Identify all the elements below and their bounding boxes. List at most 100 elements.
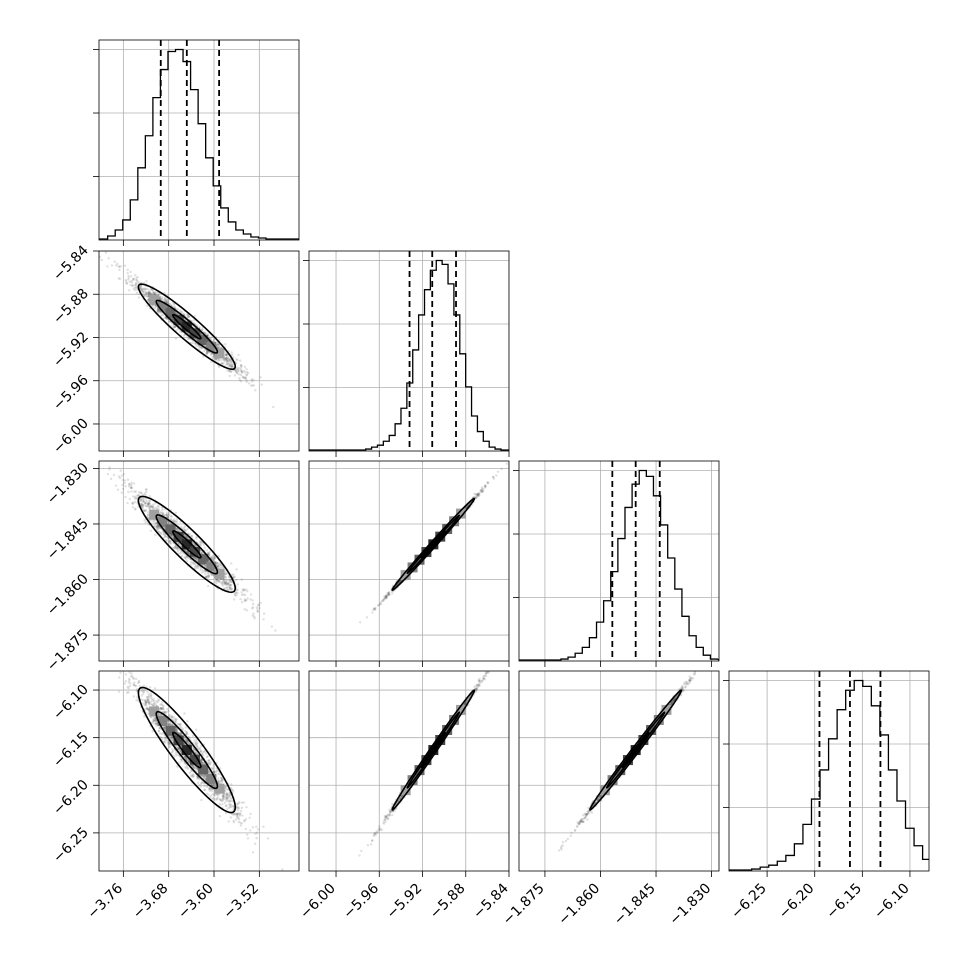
data-point xyxy=(139,281,143,284)
data-point xyxy=(158,531,162,535)
data-point xyxy=(168,513,171,517)
data-point xyxy=(257,603,261,607)
data-point xyxy=(135,494,139,498)
data-point xyxy=(174,547,177,550)
data-point xyxy=(127,485,131,488)
data-point xyxy=(166,521,170,524)
data-point xyxy=(223,572,227,575)
data-point xyxy=(228,579,231,582)
data-point xyxy=(224,576,228,579)
density-cell xyxy=(214,348,225,359)
data-point xyxy=(163,534,167,538)
data-point xyxy=(151,505,154,509)
data-point xyxy=(480,490,484,493)
data-point xyxy=(198,325,201,329)
data-point xyxy=(175,527,179,530)
data-point xyxy=(121,483,124,487)
data-point xyxy=(241,370,244,374)
data-point xyxy=(232,573,235,576)
data-point xyxy=(159,296,162,299)
data-point xyxy=(160,313,164,316)
data-point xyxy=(129,486,133,490)
data-point xyxy=(184,557,188,561)
data-point xyxy=(119,469,122,472)
data-point xyxy=(227,360,230,363)
data-point xyxy=(239,369,243,373)
data-point xyxy=(169,518,172,521)
data-point xyxy=(195,557,199,560)
data-point xyxy=(139,289,143,292)
data-point xyxy=(134,490,138,493)
data-point xyxy=(175,528,179,531)
data-point xyxy=(141,506,144,509)
data-point xyxy=(114,484,118,487)
data-point xyxy=(216,346,220,349)
data-point xyxy=(480,489,483,493)
data-point xyxy=(127,289,131,292)
data-point xyxy=(477,493,480,497)
data-point xyxy=(481,490,484,494)
data-point xyxy=(144,493,147,497)
data-point xyxy=(224,573,227,576)
data-point xyxy=(196,564,200,567)
data-point xyxy=(228,359,231,362)
data-point xyxy=(167,537,170,540)
data-point xyxy=(170,534,173,537)
data-point xyxy=(140,504,143,507)
data-point xyxy=(145,294,148,298)
data-point xyxy=(154,305,158,308)
data-point xyxy=(251,380,254,383)
data-point xyxy=(228,580,231,583)
data-point xyxy=(146,287,150,291)
data-point xyxy=(194,557,198,561)
data-point xyxy=(246,597,249,600)
data-point xyxy=(371,611,374,614)
data-point xyxy=(152,290,155,293)
data-point xyxy=(190,534,193,538)
data-point xyxy=(162,513,165,516)
data-point xyxy=(495,474,498,477)
data-point xyxy=(168,512,171,515)
data-point xyxy=(252,378,255,381)
data-point xyxy=(164,513,168,517)
data-point xyxy=(147,503,150,506)
data-point xyxy=(131,501,135,504)
data-point xyxy=(173,325,176,329)
data-point xyxy=(244,599,247,602)
data-point xyxy=(192,541,195,545)
data-point xyxy=(135,291,138,294)
data-point xyxy=(161,511,164,514)
data-point xyxy=(149,505,152,508)
data-point xyxy=(155,506,158,509)
data-point xyxy=(165,513,168,516)
data-point xyxy=(144,521,147,524)
data-point xyxy=(182,526,186,530)
data-point xyxy=(225,353,228,356)
data-point xyxy=(373,607,376,610)
data-point xyxy=(128,497,132,501)
data-point xyxy=(216,342,220,345)
data-point xyxy=(211,357,214,360)
data-point xyxy=(215,344,219,347)
data-point xyxy=(158,310,162,314)
data-point xyxy=(136,280,140,284)
data-point xyxy=(130,502,134,505)
data-point xyxy=(217,579,220,583)
data-point xyxy=(171,519,175,523)
data-point xyxy=(123,481,126,485)
data-point xyxy=(246,590,249,593)
density-cell xyxy=(214,568,225,579)
data-point xyxy=(168,522,171,526)
data-point xyxy=(140,505,143,508)
data-point xyxy=(227,581,231,585)
data-point xyxy=(141,289,145,292)
data-point xyxy=(149,292,152,295)
data-point xyxy=(206,576,210,580)
data-point xyxy=(222,358,226,361)
data-point xyxy=(143,518,146,522)
data-point xyxy=(379,601,382,604)
data-point xyxy=(225,583,228,587)
data-point xyxy=(249,384,253,387)
data-point xyxy=(224,357,228,360)
